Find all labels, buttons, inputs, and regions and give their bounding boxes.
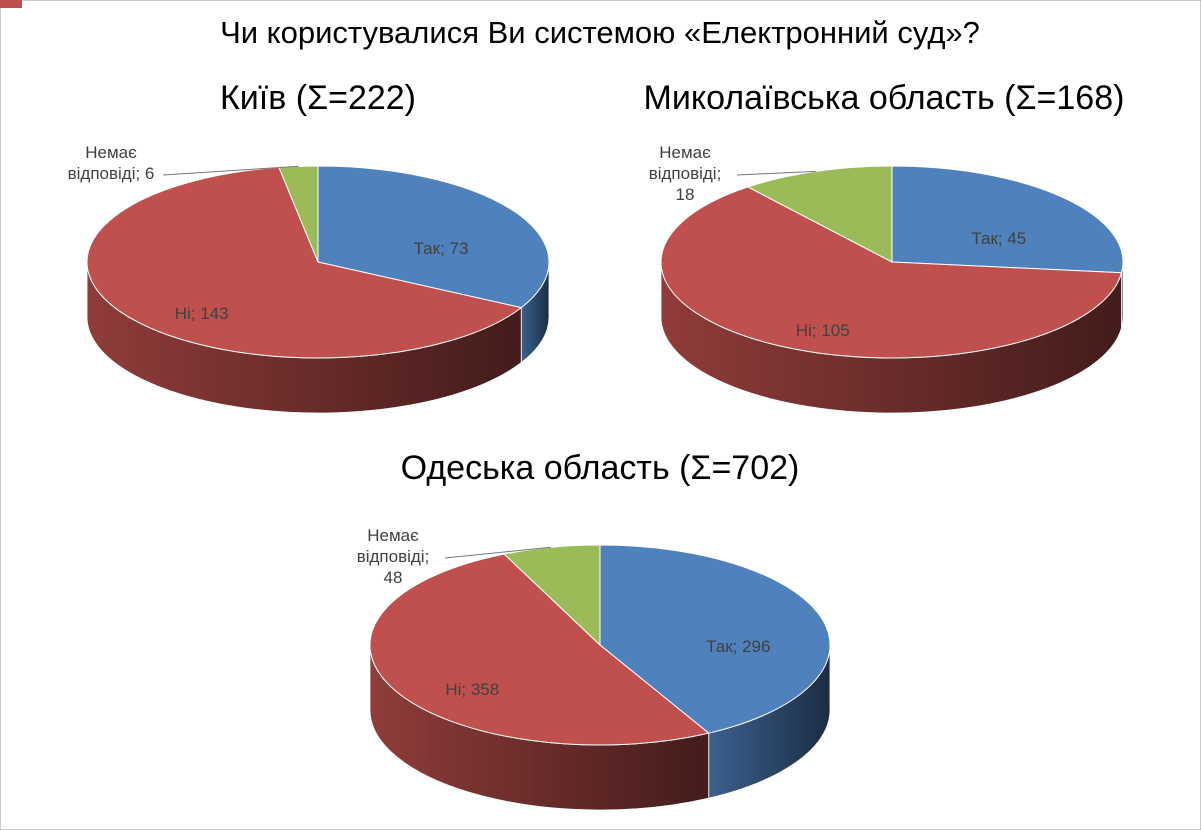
leader-line	[736, 170, 816, 176]
leader-line	[444, 546, 552, 559]
chart-title: Одеська область (Σ=702)	[401, 449, 800, 487]
label-box: Немає відповіді; 48	[356, 526, 430, 587]
label-box: Ні; 105	[795, 321, 850, 341]
page-title: Чи користувалися Ви системою «Електронни…	[220, 15, 980, 50]
slice	[891, 165, 1124, 274]
data-label: Ні; 143	[174, 303, 229, 323]
label-box: Немає відповіді; 18	[648, 143, 722, 204]
data-label: Так; 45	[971, 229, 1027, 249]
slice	[86, 166, 523, 359]
slice	[599, 544, 831, 734]
data-label: Немає відповіді; 18	[648, 143, 722, 204]
label-box: Так; 296	[706, 636, 771, 656]
slice	[746, 165, 893, 263]
data-label: Так; 296	[706, 636, 771, 656]
data-label: Так; 73	[413, 238, 469, 258]
chart-title: Київ (Σ=222)	[220, 79, 416, 117]
label-box: Ні; 143	[174, 303, 229, 323]
label-box: Так; 73	[413, 238, 469, 258]
data-label: Немає відповіді; 48	[356, 526, 430, 587]
label-box: Немає відповіді; 6	[67, 143, 155, 183]
slice	[369, 553, 710, 746]
leader-line	[162, 165, 299, 176]
slice	[317, 165, 550, 309]
slice	[660, 186, 1123, 359]
label-box: Так; 45	[971, 229, 1027, 249]
chart-title: Миколаївська область (Σ=168)	[644, 79, 1125, 117]
data-label: Ні; 105	[795, 321, 850, 341]
data-label: Ні; 358	[445, 679, 500, 699]
label-box: Ні; 358	[445, 679, 500, 699]
corner-accent	[0, 0, 22, 8]
data-label: Немає відповіді; 6	[67, 143, 155, 183]
